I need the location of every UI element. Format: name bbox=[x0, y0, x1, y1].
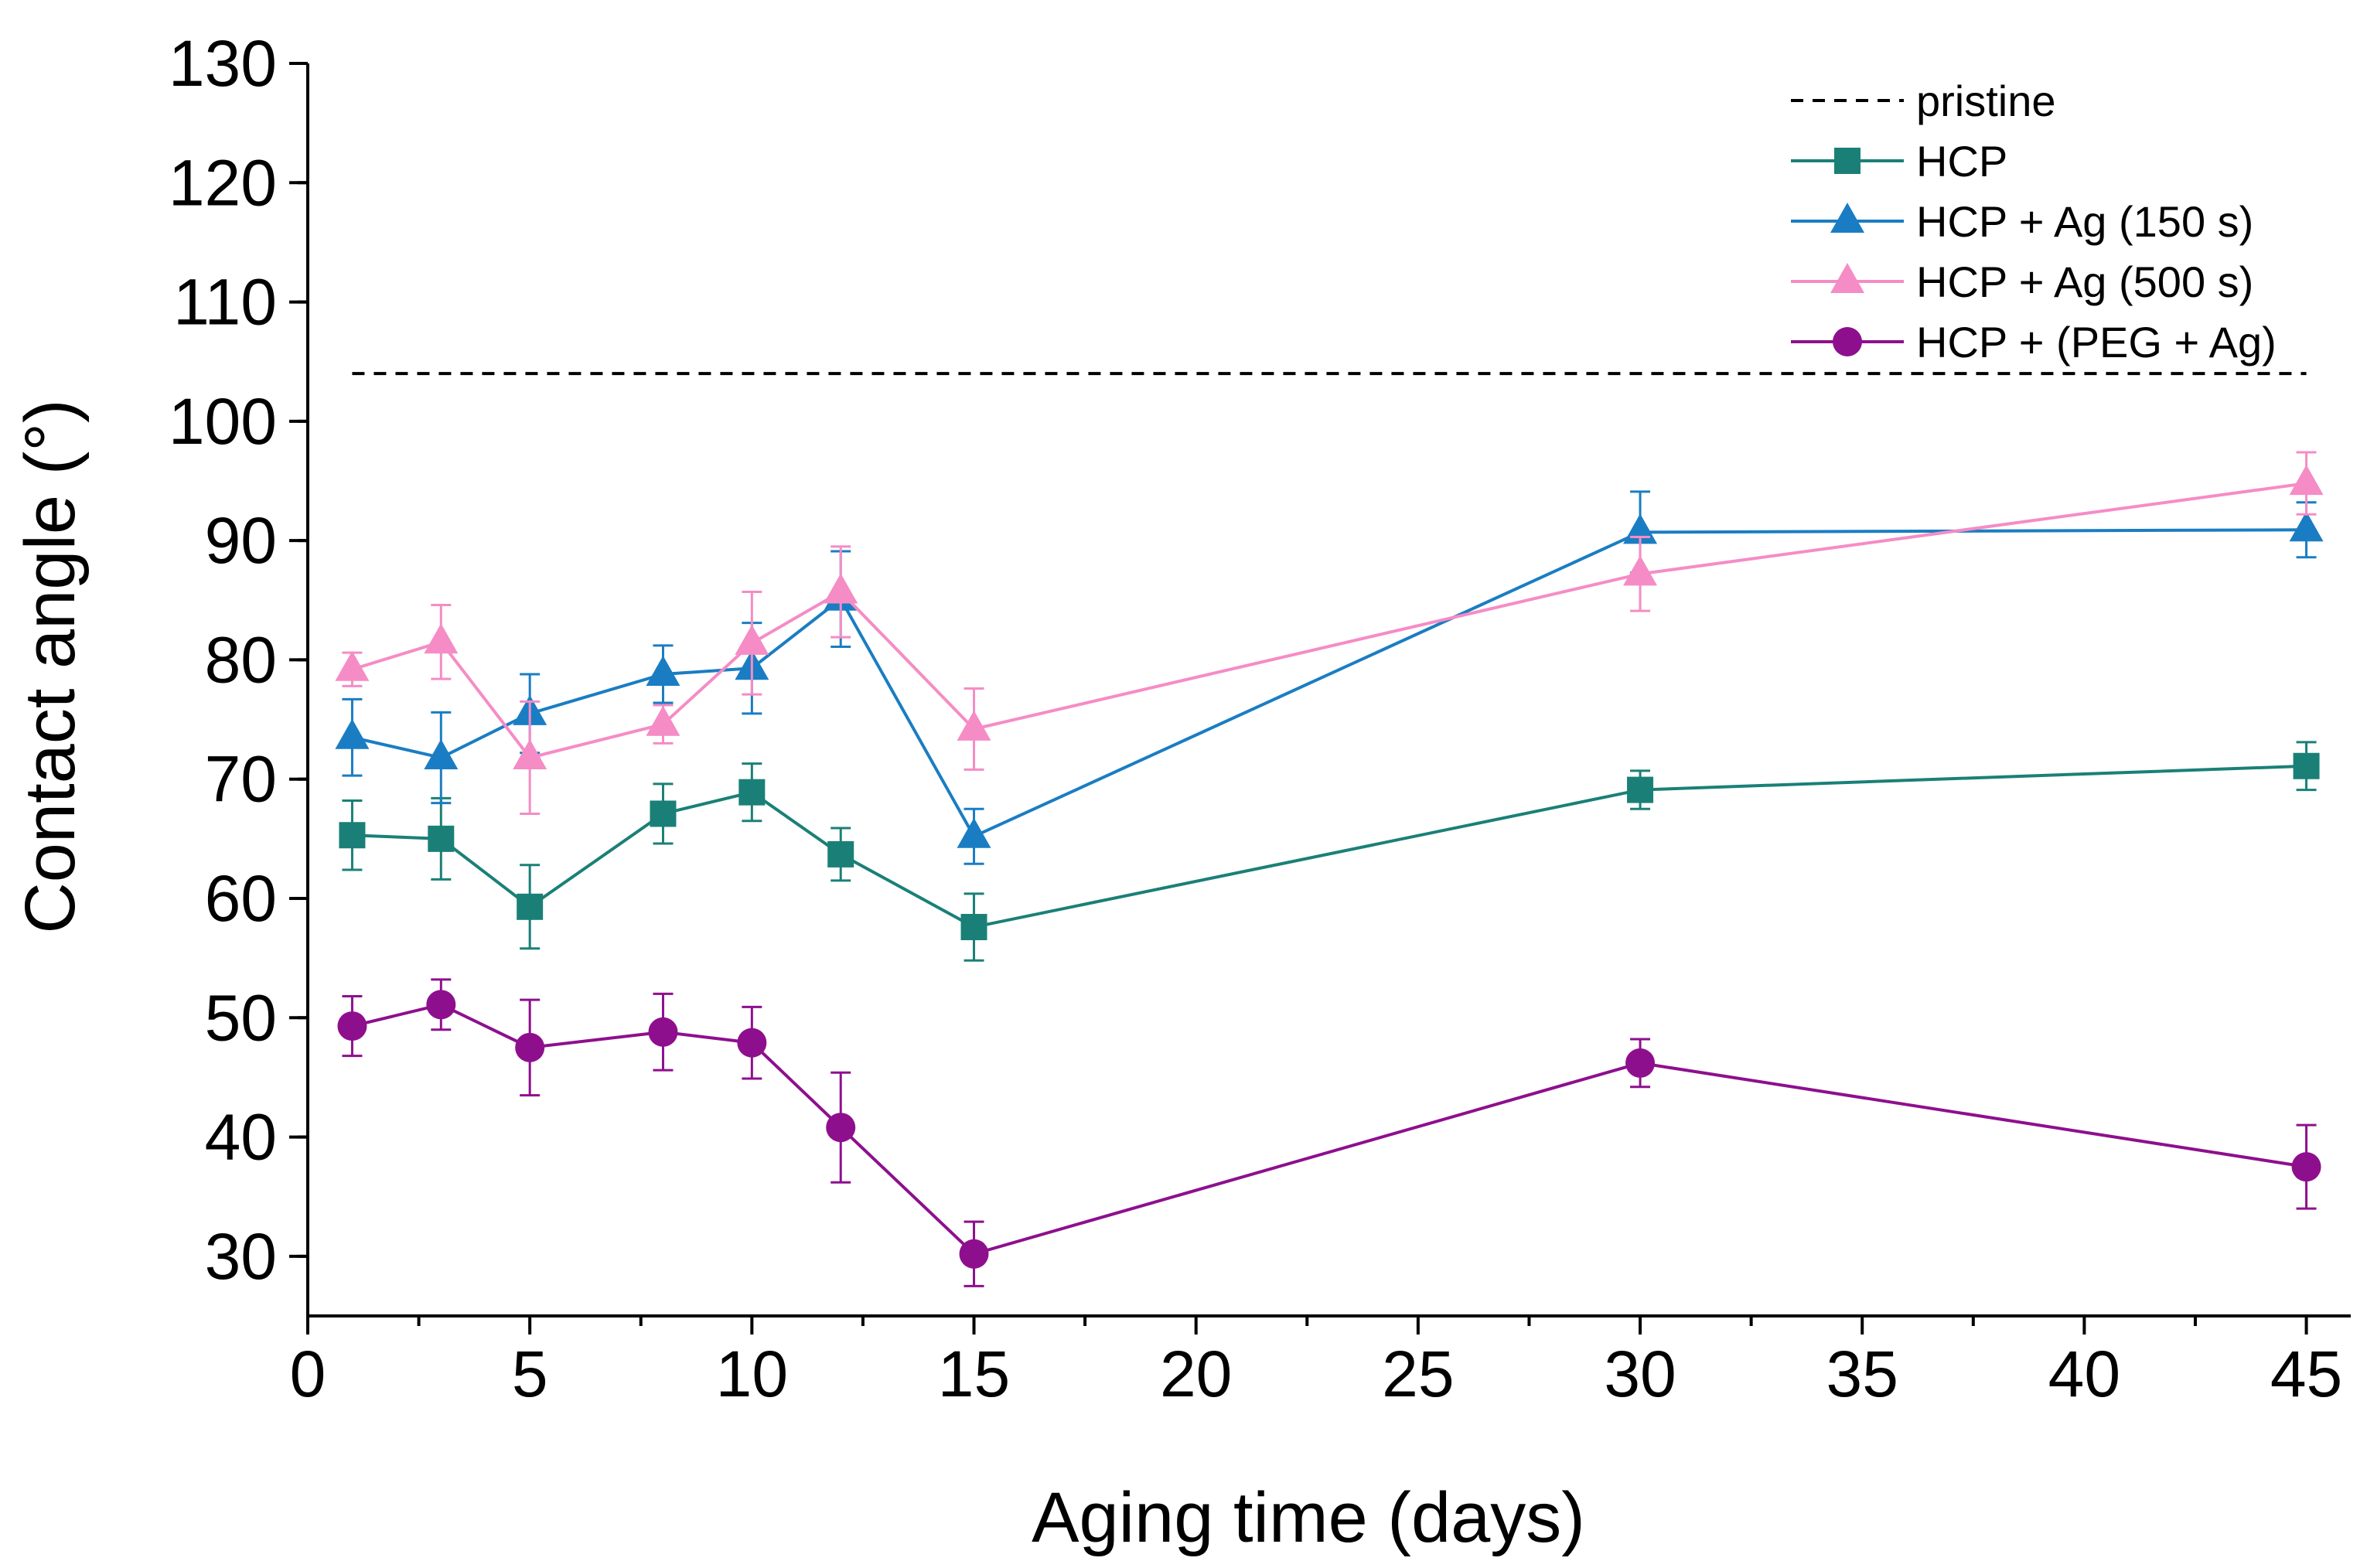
y-tick-label: 50 bbox=[205, 981, 277, 1054]
series-0 bbox=[339, 741, 2320, 962]
x-tick-label: 5 bbox=[512, 1338, 548, 1410]
data-point bbox=[513, 738, 547, 769]
data-point bbox=[1625, 1048, 1656, 1078]
x-tick-label: 35 bbox=[1826, 1338, 1898, 1410]
x-tick-label: 10 bbox=[716, 1338, 788, 1410]
plot-frame bbox=[306, 63, 2351, 1317]
legend-item: HCP + (PEG + Ag) bbox=[1791, 318, 2277, 366]
data-point bbox=[428, 825, 455, 852]
legend-item: pristine bbox=[1791, 77, 2056, 125]
x-tick-label: 15 bbox=[938, 1338, 1010, 1410]
legend-label: HCP + Ag (500 s) bbox=[1916, 257, 2253, 306]
x-tick-label: 40 bbox=[2048, 1338, 2120, 1410]
x-tick-label: 45 bbox=[2270, 1338, 2342, 1410]
series-line bbox=[352, 764, 2307, 929]
legend-item: HCP + Ag (500 s) bbox=[1791, 257, 2253, 306]
legend: pristine HCP HCP + Ag (150 s) HCP + Ag (500… bbox=[1791, 77, 2277, 366]
data-point bbox=[826, 1113, 856, 1143]
y-tick-label: 80 bbox=[205, 623, 277, 696]
data-point bbox=[735, 624, 769, 655]
y-axis-title: Contact angle (°) bbox=[11, 399, 90, 933]
data-point bbox=[737, 1028, 767, 1058]
data-point bbox=[959, 1239, 989, 1269]
data-point bbox=[517, 893, 544, 920]
y-tick-label: 40 bbox=[205, 1101, 277, 1174]
data-point bbox=[2289, 511, 2324, 542]
data-point bbox=[1623, 555, 1658, 586]
series-3 bbox=[337, 978, 2321, 1287]
data-point bbox=[424, 623, 459, 654]
data-point bbox=[957, 710, 991, 741]
data-point bbox=[335, 650, 370, 681]
data-point bbox=[2293, 752, 2320, 779]
data-point bbox=[957, 817, 991, 848]
y-tick-label: 120 bbox=[169, 146, 277, 219]
legend-label: pristine bbox=[1916, 77, 2056, 125]
data-point bbox=[339, 822, 366, 849]
data-point bbox=[648, 1017, 678, 1047]
data-point bbox=[335, 718, 370, 749]
series-line bbox=[351, 482, 2307, 760]
legend-item: HCP bbox=[1791, 137, 2007, 186]
x-tick-label: 25 bbox=[1382, 1338, 1454, 1410]
y-tick-label: 70 bbox=[205, 743, 277, 816]
series-line bbox=[351, 528, 2307, 839]
legend-label: HCP bbox=[1916, 137, 2007, 186]
x-axis-title: Aging time (days) bbox=[1032, 1478, 1585, 1557]
data-point bbox=[650, 800, 677, 827]
data-point bbox=[960, 914, 987, 941]
y-tick-label: 90 bbox=[205, 504, 277, 577]
y-tick-label: 100 bbox=[169, 385, 277, 458]
y-tick-label: 130 bbox=[169, 27, 277, 100]
data-point bbox=[646, 705, 680, 736]
y-tick-label: 60 bbox=[205, 862, 277, 935]
y-tick-label: 110 bbox=[173, 266, 277, 339]
data-point bbox=[424, 738, 459, 769]
legend-item: HCP + Ag (150 s) bbox=[1791, 197, 2253, 246]
legend-marker bbox=[1833, 327, 1862, 356]
data-point bbox=[824, 573, 858, 604]
data-point bbox=[1627, 776, 1654, 803]
legend-marker bbox=[1830, 263, 1864, 293]
data-point bbox=[515, 1032, 545, 1062]
series-group bbox=[335, 451, 2324, 1287]
data-point bbox=[827, 840, 854, 868]
x-tick-label: 30 bbox=[1604, 1338, 1676, 1410]
data-point bbox=[738, 779, 766, 806]
data-point bbox=[426, 990, 456, 1020]
data-point bbox=[646, 655, 680, 686]
data-point bbox=[2289, 465, 2324, 496]
x-tick-label: 0 bbox=[290, 1338, 326, 1410]
axis-tick-labels: 0 5 10 15 20 25 30 35 40 45 30 40 50 60 70 80 90 100 110 12… bbox=[169, 27, 2342, 1410]
y-tick-label: 30 bbox=[205, 1220, 277, 1293]
data-point bbox=[2291, 1152, 2321, 1182]
series-1 bbox=[335, 490, 2324, 865]
legend-label: HCP + (PEG + Ag) bbox=[1916, 318, 2277, 366]
legend-marker bbox=[1834, 148, 1861, 174]
x-tick-label: 20 bbox=[1160, 1338, 1232, 1410]
axis-ticks bbox=[289, 62, 2308, 1335]
legend-marker bbox=[1830, 203, 1864, 233]
series-line bbox=[351, 1003, 2307, 1256]
series-2 bbox=[335, 451, 2324, 815]
data-point bbox=[337, 1011, 367, 1041]
legend-label: HCP + Ag (150 s) bbox=[1916, 197, 2253, 246]
